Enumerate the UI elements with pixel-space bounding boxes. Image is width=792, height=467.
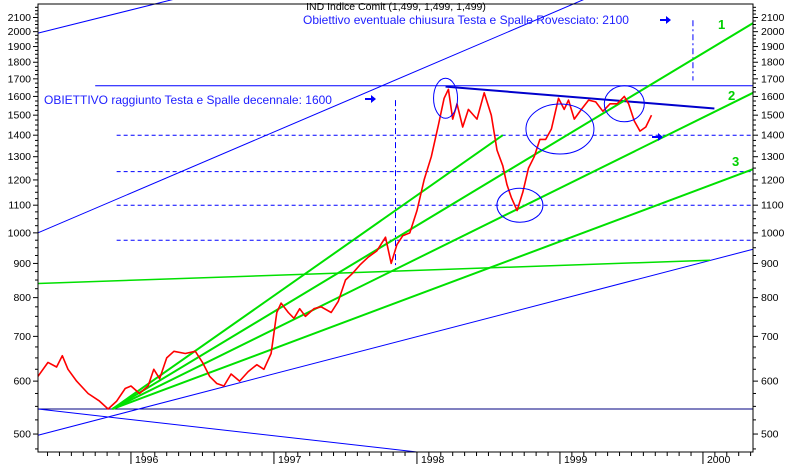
x-tick-label: 1996 [135,454,159,466]
y-tick-label-left: 700 [13,331,31,343]
pattern-circle [525,103,595,155]
plot-frame [37,3,754,453]
x-tick-label: 2000 [707,454,731,466]
y-tick-label-left: 900 [13,258,31,270]
chart-title: IND Indice Comit (1,499, 1,499, 1,499) [306,1,486,13]
price-line [37,88,653,410]
channel-line [37,408,418,453]
y-tick-label-right: 1300 [761,151,785,163]
trend-label: 3 [732,154,739,169]
y-tick-label-right: 2100 [761,12,785,24]
trend-line-steep [111,134,504,410]
arrow-head [658,133,663,141]
chart-subtitle: Obiettivo eventuale chiusura Testa e Spa… [303,13,629,27]
price-series [37,88,653,410]
annotations: 1 2 3 [365,16,739,169]
trend-label: 2 [728,88,735,103]
y-tick-label-right: 1000 [761,227,785,239]
y-tick-label-right: 1500 [761,110,785,122]
y-tick-label-left: 1500 [8,110,32,122]
y-tick-label-left: 1700 [8,73,32,85]
y-tick-label-right: 1800 [761,57,785,69]
y-tick-label-left: 2000 [8,26,32,38]
y-tick-label-right: 800 [761,292,779,304]
pattern-circle [433,77,459,119]
y-tick-label-right: 500 [761,429,779,441]
y-tick-label-left: 600 [13,376,31,388]
y-tick-label-left: 800 [13,292,31,304]
left-annotation: OBIETTIVO raggiunto Testa e Spalle decen… [44,93,332,107]
y-tick-label-left: 1400 [8,130,32,142]
y-tick-label-left: 1200 [8,174,32,186]
channel-line [37,248,754,436]
y-tick-label-left: 1900 [8,41,32,53]
trend-line [112,168,754,410]
y-tick-label-left: 1000 [8,227,32,239]
y-tick-label-right: 1400 [761,130,785,142]
y-tick-label-right: 1600 [761,91,785,103]
y-tick-label-right: 900 [761,258,779,270]
y-tick-label-right: 2000 [761,26,785,38]
y-tick-label-right: 600 [761,376,779,388]
arrow-head [371,95,376,103]
y-tick-label-right: 1900 [761,41,785,53]
channel-line [37,0,173,34]
y-tick-label-left: 2100 [8,12,32,24]
channel-line [37,0,584,234]
neckline [445,85,715,110]
y-tick-label-right: 1100 [761,200,784,212]
y-tick-label-right: 1200 [761,174,785,186]
y-tick-label-left: 1300 [8,151,32,163]
y-tick-label-left: 1600 [8,91,32,103]
pattern-circle [603,85,645,123]
y-tick-label-left: 1800 [8,57,32,69]
x-tick-label: 1997 [278,454,302,466]
y-tick-label-right: 1700 [761,73,785,85]
y-tick-label-left: 500 [13,429,31,441]
arrow-head [666,16,671,24]
y-tick-label-left: 1100 [8,200,31,212]
pattern-circles [433,77,645,223]
trend-line-flat [37,259,711,285]
reference-lines [37,0,754,453]
x-tick-label: 1998 [421,454,445,466]
trend-line [111,22,754,410]
pattern-circle [496,187,544,223]
trend-lines [37,22,754,410]
x-tick-label: 1999 [564,454,588,466]
trend-line [111,91,754,410]
trend-label: 1 [718,17,725,32]
y-tick-label-right: 700 [761,331,779,343]
